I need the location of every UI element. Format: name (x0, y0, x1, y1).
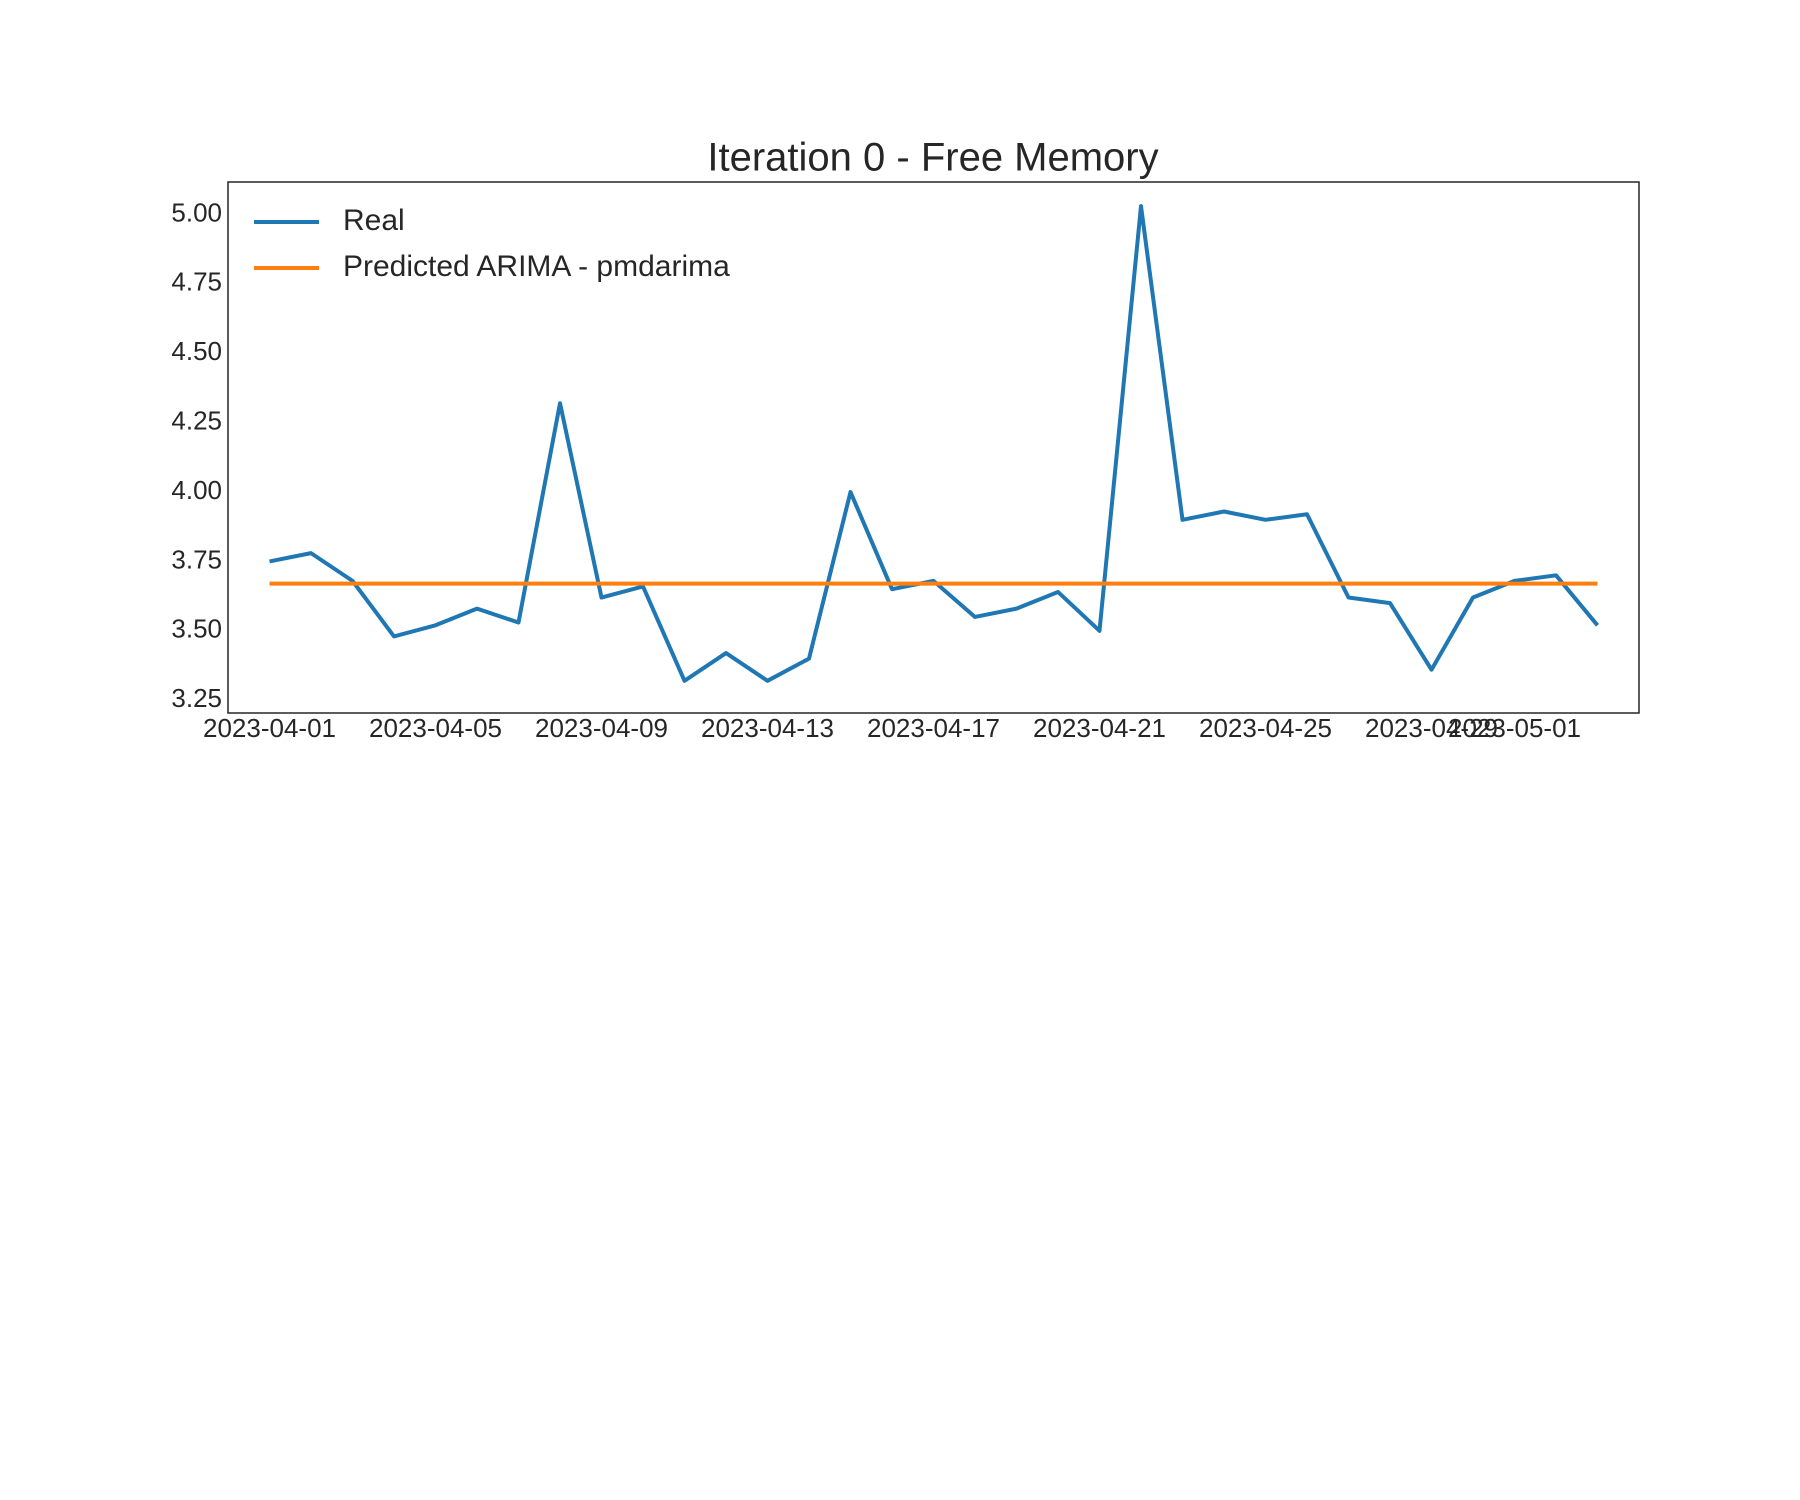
y-tick-label: 4.75 (171, 267, 222, 297)
y-tick-label: 4.00 (171, 475, 222, 505)
y-tick-label: 3.75 (171, 544, 222, 574)
x-tick-label: 2023-04-01 (203, 713, 336, 743)
y-tick-label: 3.25 (171, 683, 222, 713)
x-tick-label: 2023-05-01 (1448, 713, 1581, 743)
chart-title: Iteration 0 - Free Memory (707, 136, 1158, 180)
y-tick-label: 4.25 (171, 406, 222, 436)
x-tick-label: 2023-04-09 (535, 713, 668, 743)
x-tick-label: 2023-04-25 (1199, 713, 1332, 743)
y-tick-label: 3.50 (171, 614, 222, 644)
axes-frame (227, 181, 1640, 714)
x-tick-label: 2023-04-17 (867, 713, 1000, 743)
y-tick-label: 4.50 (171, 336, 222, 366)
legend-label: Predicted ARIMA - pmdarima (343, 250, 730, 283)
x-tick-label: 2023-04-21 (1033, 713, 1166, 743)
x-tick-label: 2023-04-05 (369, 713, 502, 743)
x-tick-label: 2023-04-13 (701, 713, 834, 743)
y-tick-label: 5.00 (171, 197, 222, 227)
x-tick-label: 2023-04-29 (1365, 713, 1498, 743)
data-line (269, 204, 1600, 683)
legend-label: Real (343, 204, 405, 237)
